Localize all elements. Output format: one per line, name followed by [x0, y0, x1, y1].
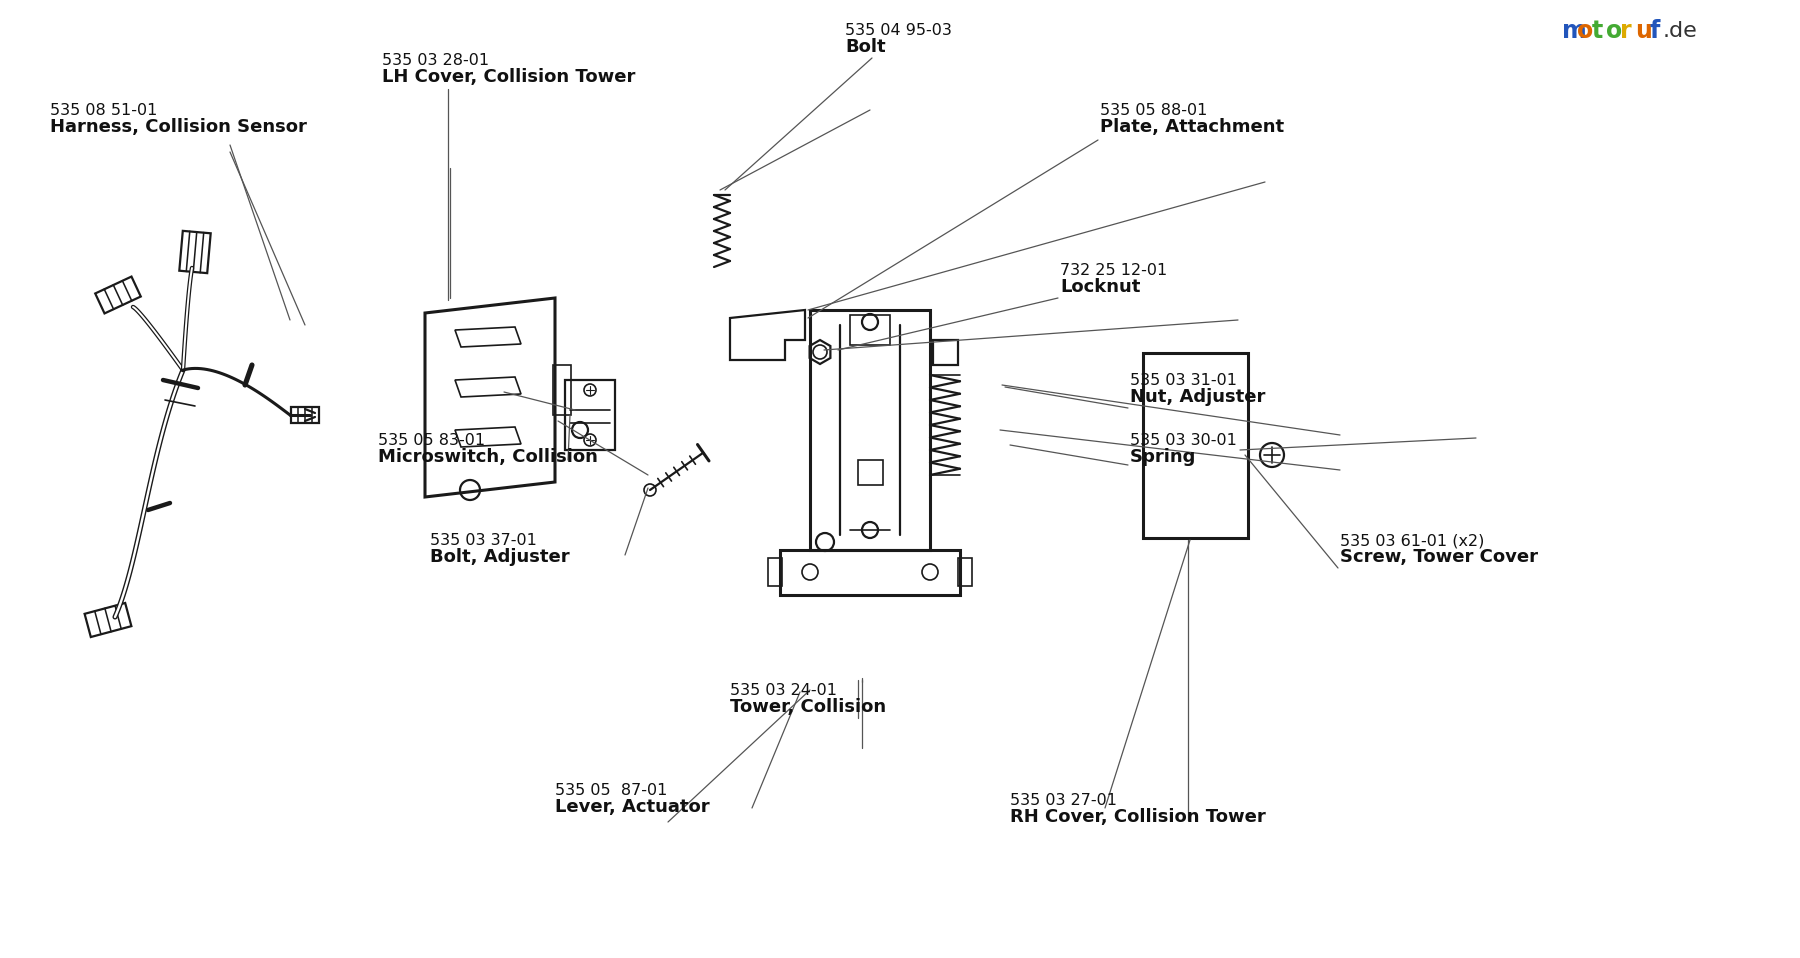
- Bar: [850, 315, 889, 345]
- Bar: [932, 340, 958, 365]
- Bar: [553, 365, 571, 415]
- Text: LH Cover, Collision Tower: LH Cover, Collision Tower: [382, 68, 635, 86]
- Text: 535 05  87-01: 535 05 87-01: [554, 783, 668, 798]
- Text: .de: .de: [1663, 21, 1697, 40]
- Text: u: u: [1634, 18, 1652, 43]
- Bar: [769, 558, 781, 586]
- Text: 535 03 30-01: 535 03 30-01: [1130, 433, 1237, 448]
- Text: Lever, Actuator: Lever, Actuator: [554, 798, 709, 816]
- Bar: [1143, 353, 1247, 538]
- Text: m: m: [1562, 18, 1588, 43]
- Text: Harness, Collision Sensor: Harness, Collision Sensor: [50, 118, 306, 136]
- Text: 535 05 83-01: 535 05 83-01: [378, 433, 486, 448]
- Text: Bolt, Adjuster: Bolt, Adjuster: [430, 548, 569, 566]
- Text: t: t: [1591, 18, 1602, 43]
- Text: 535 08 51-01: 535 08 51-01: [50, 103, 157, 118]
- Text: Spring: Spring: [1130, 448, 1197, 466]
- Text: 535 03 24-01: 535 03 24-01: [731, 683, 837, 698]
- Bar: [859, 460, 884, 485]
- Text: r: r: [1620, 18, 1633, 43]
- Text: RH Cover, Collision Tower: RH Cover, Collision Tower: [1010, 808, 1265, 826]
- Text: f: f: [1649, 18, 1660, 43]
- Text: 535 03 31-01: 535 03 31-01: [1130, 373, 1237, 388]
- Text: Tower, Collision: Tower, Collision: [731, 698, 886, 716]
- Bar: [810, 310, 931, 550]
- Text: Bolt: Bolt: [844, 38, 886, 56]
- Text: o: o: [1577, 18, 1593, 43]
- Text: Locknut: Locknut: [1060, 278, 1141, 296]
- Bar: [565, 380, 616, 450]
- Text: Screw, Tower Cover: Screw, Tower Cover: [1339, 548, 1537, 566]
- Text: 535 03 27-01: 535 03 27-01: [1010, 793, 1118, 808]
- Text: Microswitch, Collision: Microswitch, Collision: [378, 448, 598, 466]
- Bar: [779, 550, 959, 595]
- Text: Nut, Adjuster: Nut, Adjuster: [1130, 388, 1265, 406]
- Text: o: o: [1606, 18, 1622, 43]
- Text: 535 05 88-01: 535 05 88-01: [1100, 103, 1208, 118]
- Text: 535 03 28-01: 535 03 28-01: [382, 53, 490, 68]
- Text: Plate, Attachment: Plate, Attachment: [1100, 118, 1283, 136]
- Text: 535 03 37-01: 535 03 37-01: [430, 533, 536, 548]
- Text: 732 25 12-01: 732 25 12-01: [1060, 263, 1166, 278]
- Text: 535 04 95-03: 535 04 95-03: [844, 23, 952, 38]
- Text: 535 03 61-01 (x2): 535 03 61-01 (x2): [1339, 533, 1485, 548]
- Bar: [958, 558, 972, 586]
